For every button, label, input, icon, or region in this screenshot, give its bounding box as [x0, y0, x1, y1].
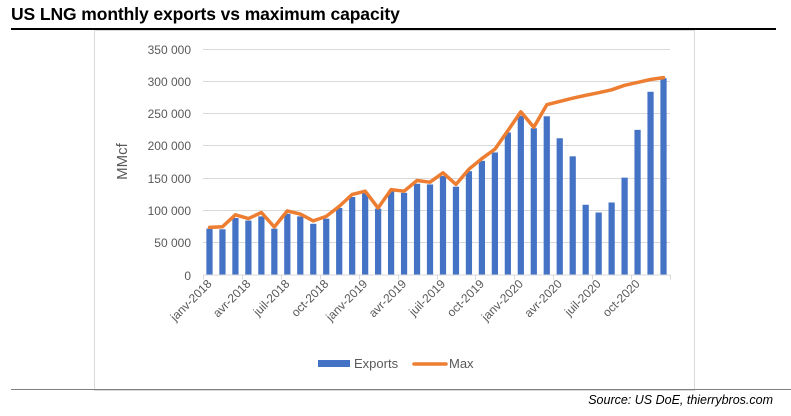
exports-bar: [232, 218, 239, 275]
exports-bar: [621, 177, 628, 275]
y-tick-label: 150 000: [148, 172, 192, 186]
source-note: Source: US DoE, thierrybros.com: [588, 393, 773, 407]
y-axis-title: MMcf: [114, 142, 131, 179]
exports-bar: [439, 176, 447, 275]
y-tick-label: 200 000: [148, 139, 192, 153]
y-tick-label: 350 000: [148, 43, 192, 57]
exports-bar: [323, 218, 330, 275]
y-tick-label: 300 000: [148, 75, 192, 89]
x-axis-ticks: [203, 274, 671, 280]
y-tick-label: 100 000: [148, 204, 192, 218]
exports-bar: [387, 191, 395, 275]
exports-bar: [206, 228, 213, 275]
exports-bar: [530, 128, 537, 275]
exports-bar: [452, 186, 460, 275]
y-tick-label: 0: [184, 269, 191, 283]
exports-bar: [569, 156, 576, 275]
y-tick-label: 250 000: [148, 107, 192, 121]
exports-bar: [375, 208, 382, 275]
exports-bar: [336, 207, 343, 275]
exports-bar: [517, 115, 524, 275]
exports-bar: [647, 91, 654, 275]
legend-exports-label: Exports: [354, 356, 399, 371]
exports-bar: [413, 183, 421, 275]
exports-bar: [245, 220, 252, 275]
exports-bar: [543, 116, 550, 275]
exports-bar: [362, 192, 369, 275]
exports-bar: [465, 171, 473, 275]
y-tick-label: 50 000: [154, 236, 191, 250]
max-line: [207, 75, 666, 230]
exports-bar: [608, 202, 615, 275]
exports-bar: [582, 204, 589, 275]
exports-bar: [491, 152, 498, 275]
legend-max-label: Max: [449, 356, 474, 371]
y-axis-ticks: 0 50 000 100 000 150 000 200 000 250 000 300 0…: [148, 43, 192, 283]
title-rule: [11, 28, 776, 30]
legend: Exports Max: [318, 356, 474, 371]
exports-bars: [206, 78, 667, 275]
exports-bar: [271, 228, 278, 275]
exports-bar: [400, 192, 408, 275]
exports-bar: [660, 78, 667, 275]
exports-bar: [284, 213, 291, 275]
exports-bar: [349, 197, 356, 275]
exports-bar: [478, 160, 486, 275]
exports-bar: [504, 132, 511, 275]
exports-bar: [634, 129, 641, 275]
bottom-rule: [11, 389, 791, 390]
exports-bar: [310, 223, 317, 275]
exports-bar: [219, 229, 226, 275]
legend-exports-swatch: [318, 360, 350, 367]
exports-bar: [258, 216, 265, 275]
exports-bar: [297, 216, 304, 275]
chart-page-title: US LNG monthly exports vs maximum capaci…: [11, 4, 400, 24]
exports-bar: [426, 184, 434, 275]
exports-bar: [595, 212, 602, 275]
exports-bar: [556, 138, 563, 275]
